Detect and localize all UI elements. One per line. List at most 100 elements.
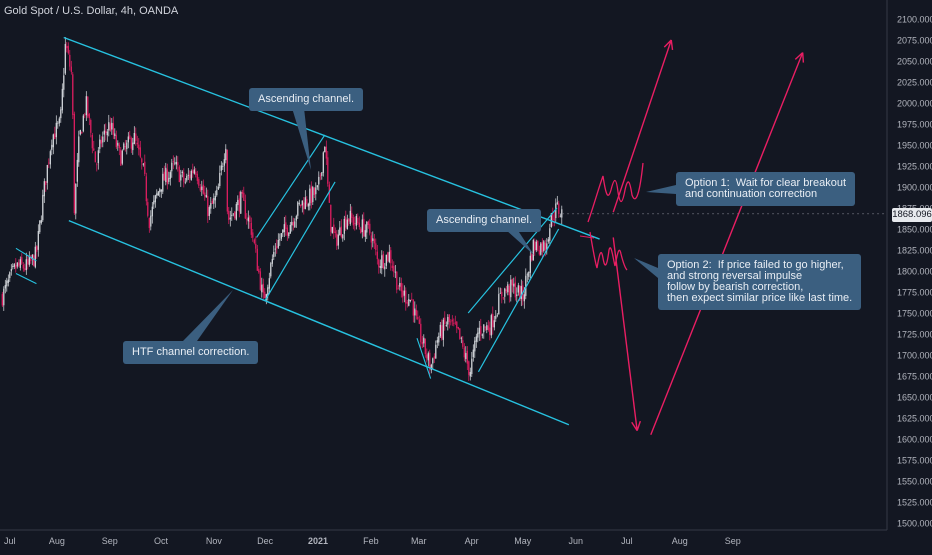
- candle-body: [3, 288, 5, 306]
- candle-body: [91, 134, 93, 149]
- price-tick-label: 2000.000: [897, 99, 932, 109]
- candle-body: [214, 196, 216, 201]
- price-tick-label: 1975.000: [897, 120, 932, 130]
- candle-body: [468, 361, 470, 375]
- candle-body: [61, 88, 63, 111]
- note-pointer: [292, 108, 311, 170]
- price-tick-label: 2050.000: [897, 57, 932, 67]
- candle-body: [21, 257, 23, 264]
- candle-body: [204, 192, 206, 197]
- candle-body: [390, 250, 392, 264]
- candle-body: [66, 45, 68, 49]
- candle-body: [127, 136, 129, 143]
- candle-body: [373, 239, 375, 244]
- candle-body: [196, 173, 198, 181]
- candle-body: [12, 265, 14, 267]
- candle-body: [501, 291, 503, 297]
- candle-body: [267, 287, 269, 296]
- candle-body: [277, 240, 279, 248]
- candle-body: [163, 171, 165, 181]
- time-tick-label: May: [514, 536, 532, 546]
- time-axis[interactable]: Jul Aug Sep Oct Nov Dec 2021 Feb Mar Apr May Jun Jul…: [4, 536, 741, 546]
- candle-body: [561, 209, 563, 218]
- candle-body: [387, 252, 389, 261]
- candle-body: [70, 66, 72, 72]
- candle-body: [187, 175, 189, 176]
- chart-title: Gold Spot / U.S. Dollar, 4h, OANDA: [4, 5, 179, 17]
- candle-body: [555, 203, 557, 219]
- candle-body: [132, 142, 134, 151]
- candle-body: [478, 327, 480, 334]
- candle-body: [274, 248, 276, 250]
- candle-body: [73, 113, 75, 214]
- candle-body: [180, 174, 182, 181]
- candle-body: [97, 150, 99, 164]
- candle-body: [406, 302, 408, 304]
- candle-body: [105, 130, 107, 134]
- candle-body: [331, 226, 333, 234]
- time-tick-label: Aug: [49, 536, 65, 546]
- candle-body: [49, 151, 51, 165]
- candle-body: [526, 274, 528, 276]
- candle-body: [505, 289, 507, 292]
- candle-body: [9, 272, 11, 279]
- candle-body: [532, 239, 534, 261]
- candle-body: [235, 204, 237, 220]
- price-tick-label: 2025.000: [897, 78, 932, 88]
- candle-body: [57, 122, 59, 124]
- option-2-projection-arrow: [612, 237, 638, 431]
- time-tick-label: Jul: [4, 536, 16, 546]
- candle-body: [324, 146, 326, 153]
- candle-body: [307, 203, 309, 207]
- candle-body: [136, 142, 138, 145]
- candle-body: [537, 240, 539, 251]
- candle-body: [361, 219, 363, 233]
- time-tick-label: Sep: [102, 536, 118, 546]
- candle-body: [67, 45, 69, 54]
- candle-body: [6, 280, 8, 287]
- candle-body: [225, 148, 227, 161]
- option-2-squiggle: [589, 231, 628, 271]
- candle-body: [270, 263, 272, 277]
- candle-body: [199, 187, 201, 191]
- candle-body: [448, 314, 450, 323]
- candle-body: [538, 250, 540, 255]
- candle-body: [535, 241, 537, 251]
- long-term-projection-arrow-head: [801, 52, 805, 63]
- candle-body: [525, 275, 527, 296]
- candle-body: [22, 264, 24, 269]
- candle-body: [304, 197, 306, 209]
- candle-body: [325, 146, 327, 159]
- candle-body: [433, 356, 435, 359]
- candle-body: [231, 214, 233, 216]
- candle-body: [178, 166, 180, 183]
- note-pointer: [183, 290, 233, 341]
- candle-body: [409, 300, 411, 302]
- candle-body: [534, 241, 536, 251]
- price-tick-label: 1550.000: [897, 477, 932, 487]
- candle-body: [486, 325, 488, 330]
- candle-body: [201, 186, 203, 191]
- candle-body: [484, 326, 486, 328]
- candle-body: [303, 202, 305, 210]
- candle-body: [432, 358, 434, 364]
- candle-body: [421, 342, 423, 345]
- candle-body: [100, 140, 102, 144]
- candle-body: [450, 321, 452, 323]
- candle-body: [240, 191, 242, 214]
- candle-body: [549, 228, 551, 241]
- candle-body: [528, 271, 530, 277]
- candle-body: [130, 138, 132, 149]
- candle-body: [301, 200, 303, 206]
- candles-layer: [1, 37, 563, 381]
- candle-body: [175, 161, 177, 165]
- candle-body: [297, 202, 299, 216]
- candle-body: [315, 187, 317, 195]
- current-price-tag: 1868.096: [892, 208, 932, 222]
- time-tick-label: Dec: [257, 536, 274, 546]
- ascending-channel-2-upper-line: [467, 207, 558, 314]
- candle-body: [34, 246, 36, 268]
- candle-body: [24, 268, 26, 270]
- candle-body: [540, 243, 542, 255]
